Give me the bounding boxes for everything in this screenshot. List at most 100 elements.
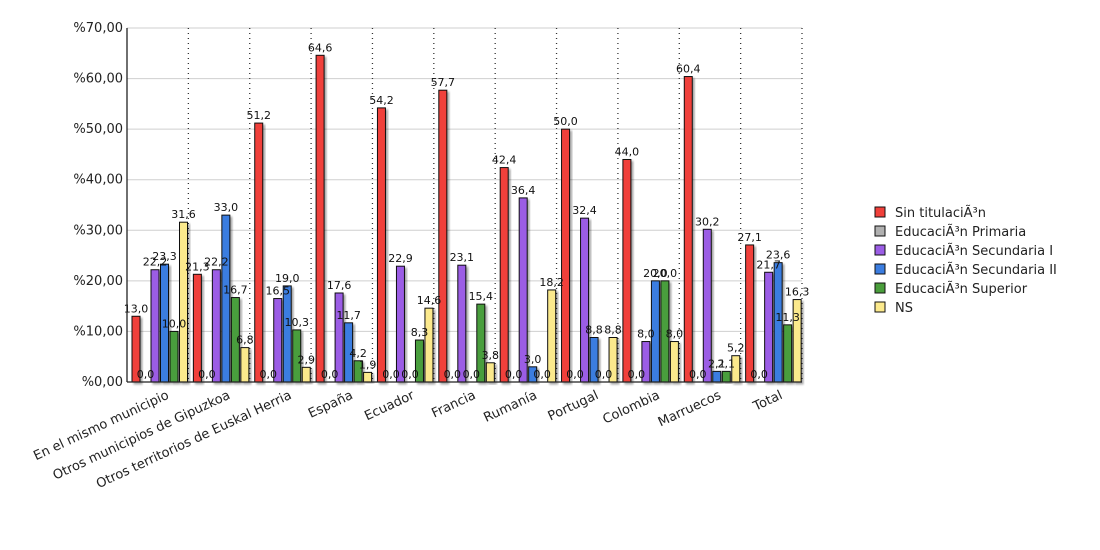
bar (683, 76, 693, 383)
data-label: 20,0 (643, 267, 668, 280)
data-label: 42,4 (492, 154, 517, 167)
data-label: 8,0 (666, 328, 684, 341)
data-label: 0,0 (321, 368, 339, 381)
data-label: 33,0 (214, 201, 239, 214)
data-label: 21,3 (185, 260, 210, 273)
data-label: 16,5 (265, 285, 290, 298)
data-label: 16,3 (785, 286, 810, 299)
data-label: 60,4 (676, 63, 701, 76)
bar (169, 330, 179, 383)
data-label: 2,1 (718, 357, 736, 370)
bar (363, 371, 373, 383)
bar (764, 271, 774, 383)
data-label: 0,0 (595, 368, 613, 381)
bar (485, 362, 495, 383)
bar (179, 221, 188, 383)
data-label: 22,2 (204, 256, 229, 269)
data-label: 0,0 (566, 368, 584, 381)
data-label: 0,0 (505, 368, 523, 381)
chart-legend: Sin titulaciÃ³n EducaciÃ³n Primaria Educac… (874, 205, 1057, 316)
data-label: 6,8 (236, 334, 254, 347)
data-label: 54,2 (369, 94, 394, 107)
data-label: 0,0 (463, 368, 481, 381)
data-label: 0,0 (689, 368, 707, 381)
bar (282, 285, 292, 383)
bar (424, 307, 434, 383)
data-label: 57,7 (431, 76, 456, 89)
legend-swatch (874, 282, 886, 294)
data-label: 17,6 (327, 279, 352, 292)
bar (712, 370, 722, 383)
data-label: 3,0 (524, 353, 542, 366)
bar (211, 269, 221, 383)
y-tick-label: %70,00 (73, 21, 123, 36)
data-label: 8,8 (585, 323, 603, 336)
data-label: 2,1 (708, 357, 726, 370)
bar (192, 273, 202, 383)
data-label: 0,0 (137, 368, 155, 381)
x-tick-label: Ecuador (362, 388, 417, 424)
legend-swatch (874, 301, 886, 313)
y-tick-label: %20,00 (73, 274, 123, 289)
legend-item-label: NS (895, 301, 913, 316)
bar (457, 264, 467, 383)
data-label: 3,8 (482, 349, 500, 362)
chart-data-labels: 13,00,022,223,310,031,621,30,022,233,016… (124, 41, 810, 381)
data-label: 51,2 (246, 109, 271, 122)
data-label: 0,0 (198, 368, 216, 381)
data-label: 0,0 (382, 368, 400, 381)
bar (499, 167, 509, 383)
data-label: 16,7 (223, 284, 248, 297)
y-tick-label: %30,00 (73, 223, 123, 238)
bar (580, 217, 590, 383)
data-label: 23,1 (450, 251, 475, 264)
legend-item-label: EducaciÃ³n Secundaria I (895, 243, 1053, 259)
bar (622, 158, 632, 383)
data-label: 15,4 (469, 290, 494, 303)
data-label: 8,8 (604, 323, 622, 336)
data-label: 36,4 (511, 184, 536, 197)
data-label: 10,0 (162, 317, 187, 330)
data-label: 22,2 (143, 256, 168, 269)
bar (721, 370, 731, 383)
bar (745, 244, 755, 383)
y-tick-label: %10,00 (73, 324, 123, 339)
x-tick-label: Rumanía (481, 388, 539, 426)
bar (150, 269, 160, 383)
data-label: 13,0 (124, 302, 149, 315)
data-label: 21,7 (756, 258, 781, 271)
data-label: 32,4 (572, 204, 597, 217)
data-label: 8,3 (411, 326, 429, 339)
data-label: 0,0 (750, 368, 768, 381)
bar (315, 54, 325, 383)
data-label: 23,3 (152, 250, 177, 263)
y-tick-label: %50,00 (73, 122, 123, 137)
bar (376, 107, 386, 383)
legend-item-label: EducaciÃ³n Primaria (895, 224, 1026, 240)
legend-swatch (874, 225, 886, 237)
data-label: 10,3 (284, 316, 309, 329)
data-label: 2,9 (297, 353, 315, 366)
data-label: 14,6 (417, 294, 442, 307)
data-label: 50,0 (553, 115, 578, 128)
bar (254, 122, 264, 383)
data-label: 1,9 (359, 358, 377, 371)
data-label: 11,3 (775, 311, 800, 324)
x-tick-label: Total (750, 388, 785, 415)
legend-swatch (874, 244, 886, 256)
data-label: 64,6 (308, 41, 333, 54)
legend-item-label: Sin titulaciÃ³n (895, 205, 986, 221)
bar (669, 341, 679, 383)
data-label: 31,6 (171, 208, 196, 221)
data-label: 20,0 (653, 267, 678, 280)
data-label: 27,1 (737, 231, 762, 244)
chart-bars (131, 54, 802, 383)
bar (240, 347, 250, 383)
x-tick-label: Colombia (601, 388, 663, 427)
data-label: 22,9 (388, 252, 413, 265)
data-label: 23,6 (766, 249, 791, 262)
data-label: 19,0 (275, 272, 300, 285)
chart-grid (127, 27, 803, 382)
legend-item-label: EducaciÃ³n Secundaria II (895, 262, 1057, 278)
